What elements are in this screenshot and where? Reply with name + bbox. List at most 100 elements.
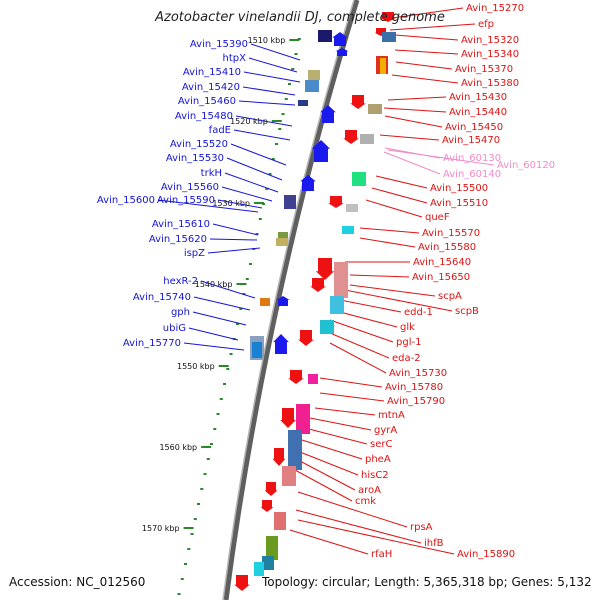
gene-block bbox=[252, 342, 262, 358]
right-gene-label: Avin_15450 bbox=[445, 122, 503, 133]
right-gene-label: Avin_15570 bbox=[422, 228, 480, 239]
right-gene-label: hisC2 bbox=[361, 470, 389, 481]
label-leader-lines bbox=[157, 7, 495, 555]
left-gene-label: Avin_15410 bbox=[183, 67, 241, 78]
right-gene-label: Avin_15650 bbox=[412, 272, 470, 283]
rna-gene-label: Avin_60120 bbox=[497, 160, 555, 171]
tick-mark bbox=[265, 188, 269, 190]
left-gene-label: Avin_15590 bbox=[157, 195, 215, 206]
tick-mark bbox=[294, 53, 298, 55]
gene-block bbox=[282, 466, 296, 486]
gene-block bbox=[360, 134, 374, 144]
gene-arrow-reverse bbox=[343, 130, 359, 144]
left-gene-leader bbox=[192, 311, 247, 326]
left-gene-label: htpX bbox=[223, 53, 247, 64]
right-gene-leader bbox=[329, 342, 387, 374]
tick-mark bbox=[275, 143, 279, 145]
gene-block bbox=[276, 238, 288, 246]
right-gene-label: Avin_15730 bbox=[389, 368, 447, 379]
right-gene-label: rpsA bbox=[410, 522, 433, 533]
gene-block bbox=[382, 32, 396, 42]
left-gene-leader bbox=[157, 199, 259, 213]
right-gene-leader bbox=[383, 107, 447, 113]
right-gene-label: Avin_15890 bbox=[457, 549, 515, 560]
right-gene-leader bbox=[359, 237, 416, 248]
tick-label: 1530 kbp bbox=[212, 199, 250, 208]
left-gene-label: ubiG bbox=[163, 323, 186, 334]
right-gene-label: queF bbox=[425, 212, 450, 223]
gene-arrow-reverse bbox=[298, 330, 314, 346]
left-gene-leader bbox=[250, 43, 301, 61]
backbone-highlight bbox=[222, 0, 355, 600]
right-gene-label: eda-2 bbox=[392, 353, 421, 364]
right-gene-label: Avin_15270 bbox=[466, 3, 524, 14]
tick-mark bbox=[197, 503, 201, 505]
left-gene-label: Avin_15600 bbox=[97, 195, 155, 206]
gene-block bbox=[320, 320, 334, 334]
left-gene-label: Avin_15610 bbox=[152, 219, 210, 230]
tick-label: 1520 kbp bbox=[230, 117, 268, 126]
gene-arrow-reverse bbox=[310, 278, 326, 292]
right-gene-leader bbox=[344, 289, 453, 312]
left-gene-label: trkH bbox=[201, 168, 222, 179]
right-gene-leader bbox=[349, 274, 410, 278]
gene-arrow-forward bbox=[300, 175, 316, 191]
left-gene-leader bbox=[217, 199, 263, 209]
gene-block bbox=[278, 232, 288, 238]
right-gene-leader bbox=[289, 529, 369, 555]
right-gene-label: Avin_15780 bbox=[385, 382, 443, 393]
gene-block bbox=[352, 172, 366, 186]
right-gene-leader bbox=[314, 407, 376, 416]
gene-arrow-reverse bbox=[380, 12, 396, 22]
gene-features bbox=[234, 12, 396, 591]
left-gene-label: Avin_15460 bbox=[178, 96, 236, 107]
gene-arrow-reverse bbox=[264, 482, 278, 496]
tick-mark bbox=[288, 83, 292, 85]
tick-mark bbox=[245, 278, 249, 280]
right-gene-leader bbox=[375, 175, 428, 189]
tick-mark bbox=[271, 158, 275, 160]
left-gene-leader bbox=[221, 186, 273, 202]
left-gene-leader bbox=[230, 143, 287, 166]
tick-mark bbox=[239, 308, 243, 310]
right-gene-leader bbox=[391, 7, 464, 19]
gene-block bbox=[288, 430, 302, 470]
gene-arrow-forward bbox=[335, 48, 349, 56]
right-gene-leader bbox=[294, 469, 353, 502]
right-gene-leader bbox=[379, 134, 440, 141]
left-gene-leader bbox=[183, 342, 245, 351]
tick-mark bbox=[242, 293, 246, 295]
gene-block bbox=[380, 58, 386, 74]
gene-arrow-reverse bbox=[315, 258, 335, 280]
right-gene-label: Avin_15470 bbox=[442, 135, 500, 146]
left-gene-leader bbox=[242, 86, 296, 96]
left-gene-leader bbox=[224, 172, 279, 193]
tick-label: 1510 kbp bbox=[248, 36, 286, 45]
tick-mark bbox=[258, 218, 262, 220]
gene-arrow-forward bbox=[311, 140, 331, 162]
right-gene-leader bbox=[371, 187, 428, 204]
gene-block bbox=[308, 374, 318, 384]
tick-mark bbox=[177, 593, 181, 595]
left-gene-leader bbox=[238, 100, 296, 106]
tick-mark bbox=[213, 428, 217, 430]
gene-arrow-forward bbox=[332, 32, 348, 46]
tick-mark bbox=[284, 98, 288, 100]
tick-mark bbox=[184, 563, 188, 565]
tick-mark bbox=[187, 548, 191, 550]
gene-block bbox=[305, 80, 319, 92]
tick-label: 1550 kbp bbox=[177, 362, 215, 371]
tick-mark bbox=[226, 368, 230, 370]
right-gene-label: rfaH bbox=[371, 549, 392, 560]
gene-arrow-forward bbox=[276, 296, 290, 306]
right-gene-leader bbox=[301, 439, 363, 460]
left-gene-label: Avin_15530 bbox=[166, 153, 224, 164]
tick-mark bbox=[249, 263, 253, 265]
tick-mark bbox=[281, 113, 285, 115]
left-gene-label: gph bbox=[171, 307, 190, 318]
left-gene-label: Avin_15560 bbox=[161, 182, 219, 193]
genome-summary: Topology: circular; Length: 5,365,318 bp… bbox=[262, 575, 592, 589]
right-gene-label: Avin_15510 bbox=[430, 198, 488, 209]
right-gene-leader bbox=[391, 74, 459, 84]
right-gene-leader bbox=[389, 23, 476, 31]
